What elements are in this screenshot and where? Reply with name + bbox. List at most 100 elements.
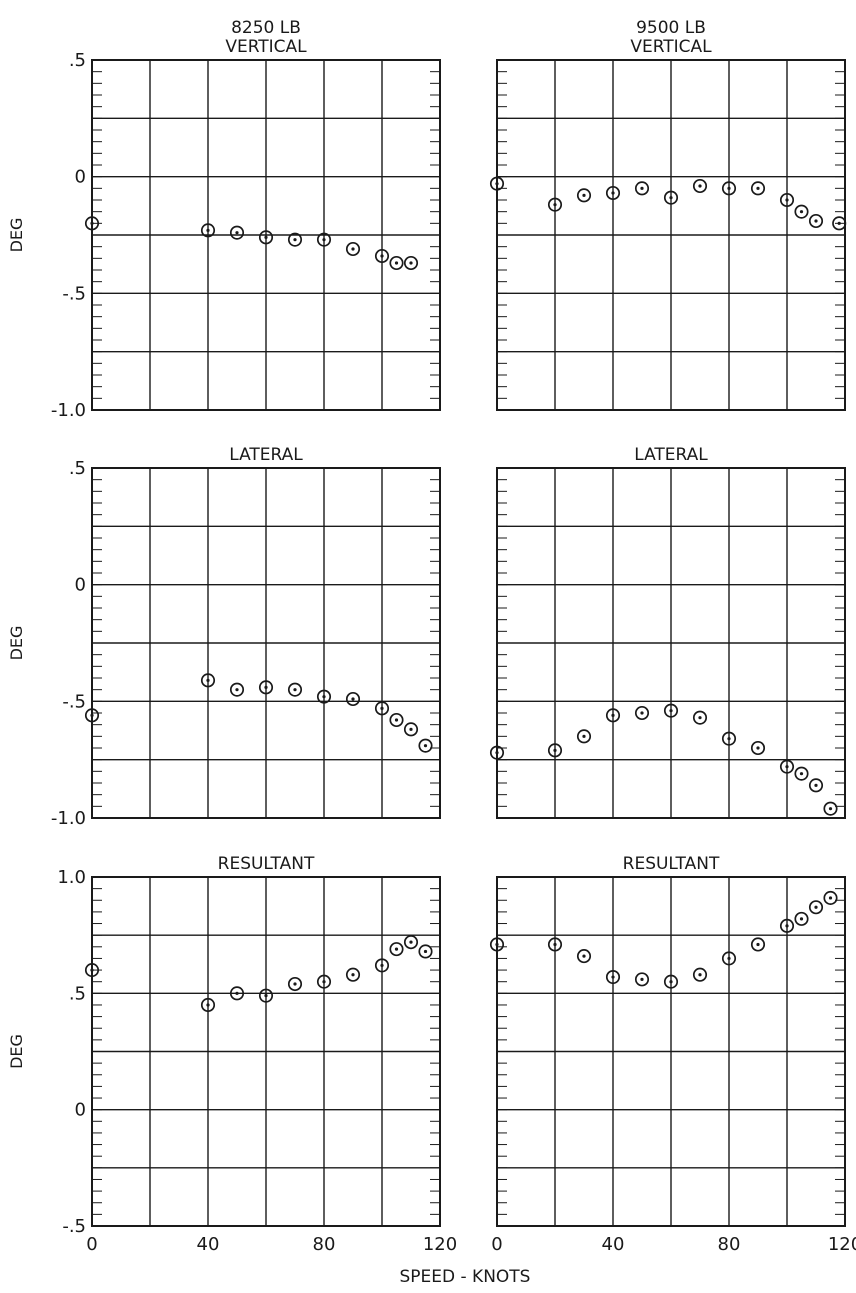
data-point-center bbox=[582, 734, 586, 738]
data-point bbox=[258, 230, 274, 245]
plot-frame bbox=[91, 467, 441, 819]
data-point bbox=[374, 248, 390, 264]
x-tick-label: 0 bbox=[86, 1234, 97, 1255]
data-point-center bbox=[322, 980, 326, 984]
data-point bbox=[779, 192, 795, 208]
data-point-center bbox=[293, 688, 297, 692]
panel-title: LATERAL bbox=[229, 445, 303, 465]
data-point bbox=[258, 988, 274, 1003]
data-point bbox=[576, 188, 592, 203]
y-tick-label: 0 bbox=[75, 575, 86, 596]
data-point-center bbox=[423, 744, 428, 748]
data-point-center bbox=[611, 975, 615, 979]
data-point-center bbox=[394, 261, 399, 265]
panel-4: LATERAL bbox=[489, 445, 846, 819]
data-point-center bbox=[235, 231, 239, 235]
data-point bbox=[84, 708, 100, 723]
data-point bbox=[374, 958, 390, 973]
data-point-center bbox=[380, 706, 384, 710]
y-axis-label: DEG bbox=[7, 1034, 26, 1069]
x-tick-label: 40 bbox=[602, 1234, 625, 1255]
data-point-center bbox=[611, 713, 615, 717]
data-point-center bbox=[698, 973, 702, 977]
data-point-center bbox=[698, 184, 702, 188]
data-point bbox=[721, 181, 737, 196]
data-point-center bbox=[380, 963, 384, 968]
data-point bbox=[287, 976, 303, 992]
data-point bbox=[721, 951, 737, 966]
data-point bbox=[418, 944, 433, 959]
x-tick-label: 40 bbox=[197, 1234, 220, 1255]
y-axis-label: DEG bbox=[7, 218, 26, 253]
data-point-center bbox=[785, 198, 789, 202]
data-point-center bbox=[322, 695, 326, 699]
data-point bbox=[634, 705, 650, 721]
data-point bbox=[576, 949, 592, 964]
x-tick-label: 120 bbox=[423, 1234, 457, 1255]
y-tick-label: -1.0 bbox=[51, 808, 86, 829]
data-point bbox=[200, 673, 216, 688]
data-point bbox=[634, 972, 650, 987]
data-point bbox=[229, 682, 245, 697]
data-point bbox=[345, 691, 361, 707]
data-point-center bbox=[264, 685, 268, 689]
x-tick-label: 120 bbox=[828, 1234, 856, 1255]
data-point bbox=[779, 759, 795, 774]
panel-title: 9500 LB VERTICAL bbox=[630, 18, 712, 57]
data-point-center bbox=[828, 896, 833, 900]
data-point bbox=[794, 204, 809, 219]
data-point bbox=[403, 722, 419, 737]
data-point-center bbox=[799, 210, 804, 214]
data-point bbox=[547, 937, 563, 952]
panel-title: RESULTANT bbox=[218, 854, 315, 874]
data-point bbox=[489, 745, 505, 760]
data-point-center bbox=[669, 709, 673, 713]
x-tick-label: 80 bbox=[313, 1234, 336, 1255]
y-tick-label: .5 bbox=[69, 458, 86, 479]
data-point bbox=[823, 890, 838, 905]
data-point bbox=[605, 185, 621, 201]
y-axis-label: DEG bbox=[7, 626, 26, 661]
y-tick-label: 0 bbox=[75, 1100, 86, 1121]
data-point bbox=[808, 213, 824, 229]
data-point bbox=[750, 937, 766, 952]
data-point-center bbox=[756, 746, 760, 750]
data-point-center bbox=[206, 1003, 210, 1007]
panel-6: RESULTANT 0 40 80 120 bbox=[489, 854, 856, 1255]
panel-title: RESULTANT bbox=[623, 854, 720, 874]
data-point-center bbox=[90, 968, 94, 972]
data-point-center bbox=[495, 942, 499, 947]
data-point-center bbox=[669, 196, 673, 200]
data-point-center bbox=[756, 942, 760, 947]
data-point bbox=[403, 935, 419, 950]
data-point-center bbox=[814, 905, 818, 909]
data-point bbox=[229, 225, 245, 240]
y-tick-label: -1.0 bbox=[51, 400, 86, 421]
data-point bbox=[823, 801, 838, 816]
plot-frame bbox=[496, 467, 846, 819]
y-tick-label: -.5 bbox=[62, 1216, 86, 1237]
data-point-center bbox=[814, 219, 818, 223]
figure-x-axis-label: SPEED - KNOTS bbox=[400, 1267, 531, 1287]
data-point-center bbox=[669, 980, 673, 984]
panel-title: 8250 LB VERTICAL bbox=[225, 18, 307, 57]
y-tick-label: .5 bbox=[69, 983, 86, 1004]
data-point bbox=[547, 743, 563, 758]
data-point bbox=[779, 918, 795, 933]
data-point bbox=[389, 712, 404, 728]
data-point bbox=[316, 689, 332, 704]
data-point-center bbox=[322, 238, 326, 242]
plot-frame bbox=[91, 876, 441, 1227]
data-point bbox=[316, 974, 332, 989]
data-point bbox=[634, 181, 650, 196]
data-point-center bbox=[394, 718, 399, 722]
data-point-center bbox=[495, 182, 499, 186]
data-point-center bbox=[206, 228, 210, 232]
data-point-center bbox=[351, 973, 355, 977]
data-point-center bbox=[727, 737, 731, 741]
plot-frame bbox=[496, 59, 846, 411]
data-point bbox=[832, 216, 847, 231]
